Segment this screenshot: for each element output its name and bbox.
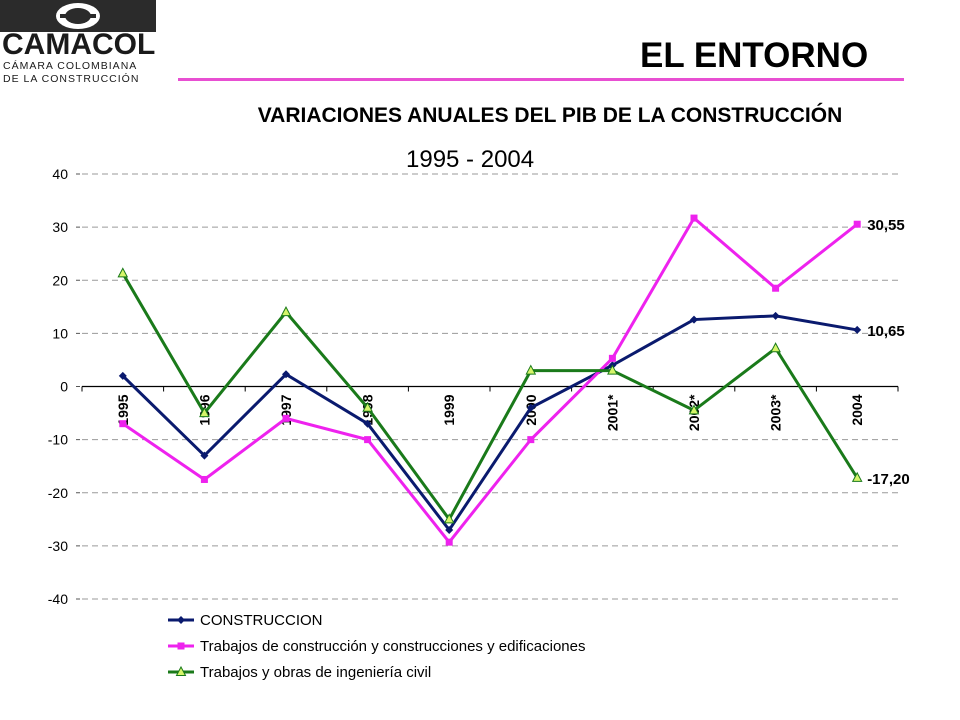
- y-tick-label: 40: [52, 166, 68, 182]
- series-line-3: [121, 272, 859, 523]
- page-title: EL ENTORNO: [640, 36, 869, 75]
- data-point: [445, 538, 453, 546]
- data-point: [119, 420, 127, 428]
- series-line-2: [121, 215, 859, 545]
- y-tick-label: -10: [48, 432, 68, 448]
- y-tick-label: 0: [60, 379, 68, 395]
- logo-tagline-1: CÁMARA COLOMBIANA: [3, 60, 138, 72]
- data-point: [362, 401, 373, 412]
- data-point: [443, 513, 455, 524]
- data-point: [690, 214, 698, 222]
- header-accent-line: [178, 78, 904, 81]
- data-point: [853, 220, 861, 228]
- logo-emblem: [0, 0, 156, 32]
- data-point: [688, 404, 700, 415]
- y-tick-label: -20: [48, 485, 68, 501]
- legend-label: CONSTRUCCION: [200, 612, 323, 629]
- logo-symbol-icon: [56, 3, 100, 29]
- data-point: [200, 475, 208, 483]
- data-point: [607, 364, 618, 375]
- data-point: [525, 364, 537, 375]
- data-point: [363, 419, 372, 428]
- x-tick-label: 1999: [441, 394, 457, 425]
- y-tick-label: 10: [52, 325, 68, 341]
- y-tick-label: -40: [48, 591, 68, 607]
- data-point: [772, 284, 780, 292]
- y-tick-label: 30: [52, 219, 68, 235]
- data-point: [280, 306, 292, 317]
- data-label: 30,55: [867, 217, 905, 234]
- x-tick-label: 1997: [278, 394, 294, 425]
- data-point: [118, 371, 127, 380]
- data-point: [851, 471, 863, 482]
- logo-tagline-2: DE LA CONSTRUCCIÓN: [3, 73, 140, 85]
- series-line-1: [121, 314, 858, 533]
- data-point: [527, 436, 535, 444]
- data-point: [282, 370, 290, 379]
- chart-title: VARIACIONES ANUALES DEL PIB DE LA CONSTR…: [257, 104, 843, 127]
- data-point: [608, 354, 616, 362]
- data-point: [117, 267, 129, 278]
- data-point: [364, 436, 372, 444]
- camacol-logo: CAMACOL CÁMARA COLOMBIANA DE LA CONSTRUC…: [0, 0, 160, 92]
- chart-subtitle: 1995 - 2004: [406, 146, 535, 173]
- data-point: [526, 403, 535, 412]
- legend-label: Trabajos y obras de ingeniería civil: [200, 664, 431, 681]
- legend-marker: [175, 665, 187, 676]
- y-tick-label: 20: [52, 272, 68, 288]
- x-tick-label: 2003*: [768, 394, 784, 431]
- data-label: 10,65: [867, 323, 905, 340]
- legend-marker: [177, 616, 185, 624]
- legend-label: Trabajos de construcción y construccione…: [200, 638, 585, 655]
- y-tick-label: -30: [48, 538, 68, 554]
- x-tick-label: 2001*: [604, 394, 620, 431]
- data-label: -17,20: [867, 471, 910, 488]
- logo-wordmark: CAMACOL: [2, 28, 156, 61]
- data-point: [771, 311, 780, 320]
- data-point: [200, 451, 209, 460]
- legend-marker: [177, 642, 185, 650]
- x-tick-label: 1995: [115, 394, 131, 425]
- data-point: [853, 325, 862, 334]
- data-point: [770, 342, 781, 353]
- data-point: [199, 406, 210, 418]
- x-tick-label: 2004: [849, 394, 865, 425]
- data-point: [282, 414, 290, 422]
- data-point: [690, 315, 698, 324]
- data-point: [445, 525, 454, 534]
